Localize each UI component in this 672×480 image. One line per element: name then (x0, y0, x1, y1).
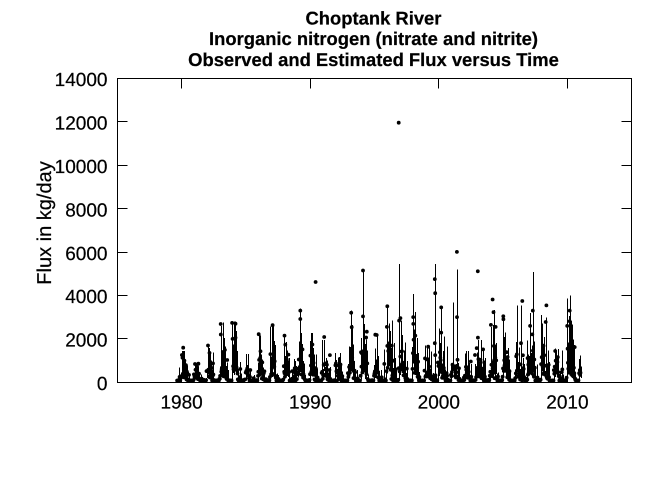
svg-text:0: 0 (97, 374, 108, 395)
svg-text:2010: 2010 (546, 393, 588, 414)
svg-text:2000: 2000 (418, 393, 460, 414)
svg-text:Choptank River: Choptank River (306, 8, 442, 29)
svg-text:Inorganic nitrogen (nitrate an: Inorganic nitrogen (nitrate and nitrite) (209, 28, 538, 49)
svg-text:6000: 6000 (65, 244, 107, 265)
svg-text:1990: 1990 (289, 393, 331, 414)
svg-text:2000: 2000 (65, 331, 107, 352)
svg-text:1980: 1980 (160, 393, 202, 414)
svg-text:10000: 10000 (55, 157, 108, 178)
svg-text:8000: 8000 (65, 200, 107, 221)
svg-text:12000: 12000 (55, 113, 108, 134)
svg-text:Flux in kg/day: Flux in kg/day (34, 161, 56, 284)
svg-text:4000: 4000 (65, 287, 107, 308)
svg-text:Observed and Estimated Flux ve: Observed and Estimated Flux versus Time (188, 49, 559, 70)
svg-text:14000: 14000 (55, 70, 108, 91)
